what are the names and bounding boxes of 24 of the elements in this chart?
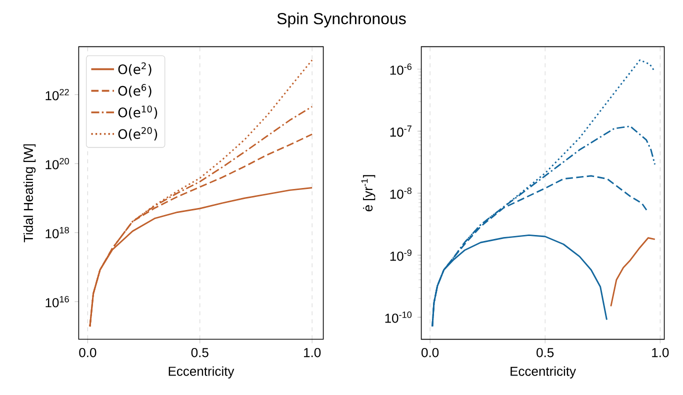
chart-title: Spin Synchronous bbox=[277, 12, 406, 28]
y-axis-title: Tidal Heating [W] bbox=[23, 144, 36, 242]
y-axis-title: ė [yr$^{-1}$] bbox=[361, 175, 376, 212]
x-tick-label: 1.0 bbox=[652, 348, 669, 358]
y-tick-label: 10$^{20}$ bbox=[46, 158, 69, 170]
y-tick-label: 10$^{-9}$ bbox=[390, 250, 412, 261]
x-axis-title: Eccentricity bbox=[168, 366, 234, 378]
legend-label: O(e$^{6}$) bbox=[118, 84, 152, 98]
x-tick-label: 1.0 bbox=[304, 348, 321, 358]
x-tick-label: 0.0 bbox=[422, 348, 439, 358]
legend-label: O(e$^{10}$) bbox=[118, 106, 158, 119]
y-tick-label: 10$^{-6}$ bbox=[390, 63, 412, 75]
y-tick-label: 10$^{-8}$ bbox=[390, 187, 412, 199]
legend-label: O(e$^{20}$) bbox=[118, 127, 158, 140]
y-tick-label: 10$^{-10}$ bbox=[385, 312, 412, 323]
legend-label: O(e$^{2}$) bbox=[118, 62, 152, 76]
y-tick-label: 10$^{18}$ bbox=[46, 226, 69, 238]
y-tick-label: 10$^{16}$ bbox=[46, 296, 69, 308]
x-tick-label: 0.0 bbox=[79, 348, 96, 358]
x-tick-label: 0.5 bbox=[191, 348, 208, 358]
x-axis-title: Eccentricity bbox=[510, 366, 576, 378]
y-tick-label: 10$^{22}$ bbox=[46, 88, 69, 100]
y-tick-label: 10$^{-7}$ bbox=[390, 126, 412, 137]
x-tick-label: 0.5 bbox=[536, 348, 554, 358]
